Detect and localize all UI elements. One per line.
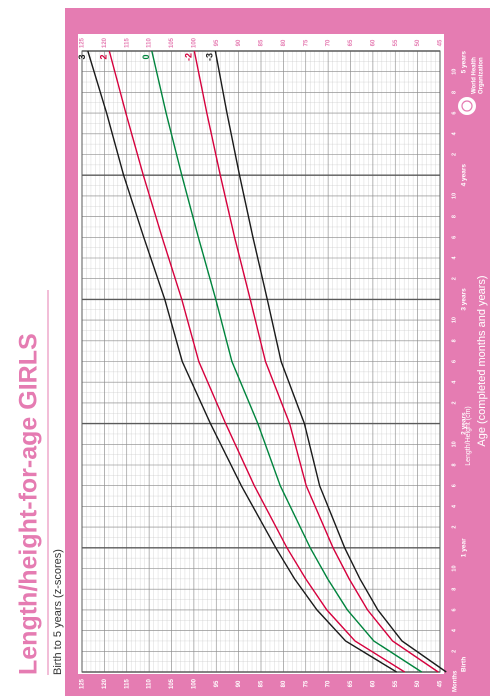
y-tick-label: 70 bbox=[326, 39, 332, 46]
z-score-line bbox=[87, 50, 397, 673]
y-tick-label: 80 bbox=[281, 39, 287, 46]
z-score-line bbox=[108, 50, 406, 673]
y-tick-label: 115 bbox=[124, 679, 130, 689]
z-score-line bbox=[214, 50, 447, 673]
y-tick-label: 75 bbox=[303, 39, 309, 46]
y-tick-label: 55 bbox=[393, 39, 399, 46]
x-tick-label: 6 bbox=[451, 360, 457, 363]
y-tick-label: 95 bbox=[214, 680, 220, 687]
y-tick-label: 50 bbox=[415, 39, 421, 46]
y-tick-label: 65 bbox=[348, 680, 354, 687]
y-tick-label: 105 bbox=[169, 678, 175, 689]
x-tick-label: 6 bbox=[451, 112, 457, 115]
months-label: Months bbox=[453, 670, 459, 692]
y-axis-label: Length/Height (cm) bbox=[465, 406, 472, 466]
series-label: -2 bbox=[184, 53, 194, 61]
x-tick-label: 10 bbox=[451, 317, 457, 323]
y-tick-label: 50 bbox=[415, 680, 421, 687]
y-tick-label: 70 bbox=[326, 680, 332, 687]
y-tick-label: 60 bbox=[370, 39, 376, 46]
x-tick-label: 4 bbox=[451, 504, 457, 508]
logo-emblem bbox=[458, 97, 476, 115]
chart-title: Length/height-for-age GIRLS bbox=[15, 333, 43, 675]
series-label: 2 bbox=[99, 54, 109, 59]
logo-globe bbox=[461, 100, 473, 112]
y-tick-label: 100 bbox=[191, 678, 197, 689]
logo-text: Organization bbox=[479, 57, 485, 94]
y-tick-label: 45 bbox=[438, 39, 444, 46]
x-tick-label: 6 bbox=[451, 484, 457, 487]
y-tick-label: 100 bbox=[191, 37, 197, 48]
z-score-line bbox=[151, 50, 423, 673]
series-label: 3 bbox=[77, 54, 87, 59]
y-tick-label: 85 bbox=[259, 39, 265, 46]
rotated-chart: Length/height-for-age GIRLS Birth to 5 y… bbox=[15, 8, 490, 696]
y-tick-label: 125 bbox=[80, 678, 86, 689]
x-tick-label: 2 bbox=[451, 401, 457, 404]
y-tick-label: 95 bbox=[214, 39, 220, 46]
x-tick-label: 8 bbox=[451, 215, 457, 218]
x-tick-label: 10 bbox=[451, 69, 457, 75]
x-tick-label: 2 bbox=[451, 526, 457, 529]
x-tick-label: 2 bbox=[451, 153, 457, 156]
y-tick-label: 85 bbox=[259, 680, 265, 687]
x-tick-label: 10 bbox=[451, 565, 457, 571]
series-label: 0 bbox=[141, 54, 151, 59]
x-tick-label: 10 bbox=[451, 441, 457, 447]
plot-border bbox=[81, 50, 441, 673]
x-tick-label: 8 bbox=[451, 463, 457, 466]
x-tick-label: 4 bbox=[451, 380, 457, 384]
x-tick-label: 8 bbox=[451, 91, 457, 94]
x-tick-label: 6 bbox=[451, 608, 457, 611]
y-tick-label: 80 bbox=[281, 680, 287, 687]
chart-subtitle: Birth to 5 years (z-scores) bbox=[52, 549, 64, 675]
x-axis-label: Age (completed months and years) bbox=[476, 275, 488, 446]
y-tick-label: 110 bbox=[147, 38, 153, 48]
y-tick-label: 45 bbox=[438, 680, 444, 687]
y-tick-label: 125 bbox=[80, 37, 86, 48]
x-year-label: 3 years bbox=[461, 288, 468, 311]
y-tick-label: 115 bbox=[124, 38, 130, 48]
y-tick-label: 60 bbox=[370, 680, 376, 687]
y-tick-label: 90 bbox=[236, 680, 242, 687]
y-tick-label: 90 bbox=[236, 39, 242, 46]
x-tick-label: 10 bbox=[451, 193, 457, 199]
x-tick-label: 8 bbox=[451, 339, 457, 342]
x-tick-label: 4 bbox=[451, 628, 457, 632]
x-year-label: 1 year bbox=[461, 538, 468, 557]
x-year-label: 5 years bbox=[461, 51, 468, 74]
logo-text: World Health bbox=[472, 57, 478, 94]
x-tick-label: 2 bbox=[451, 650, 457, 653]
y-tick-label: 120 bbox=[102, 678, 108, 689]
x-tick-label: 6 bbox=[451, 236, 457, 239]
x-year-label: Birth bbox=[461, 657, 468, 672]
x-tick-label: 4 bbox=[451, 131, 457, 135]
z-score-line bbox=[193, 50, 439, 673]
x-tick-label: 4 bbox=[451, 256, 457, 260]
x-tick-label: 2 bbox=[451, 277, 457, 280]
x-year-label: 4 years bbox=[461, 164, 468, 187]
who-logo: World Health Organization bbox=[458, 57, 485, 115]
y-tick-label: 120 bbox=[102, 37, 108, 48]
y-tick-label: 75 bbox=[303, 680, 309, 687]
y-tick-label: 65 bbox=[348, 39, 354, 46]
y-tick-label: 105 bbox=[169, 37, 175, 48]
y-tick-label: 55 bbox=[393, 680, 399, 687]
y-tick-label: 110 bbox=[147, 679, 153, 689]
series-label: -3 bbox=[205, 53, 215, 61]
x-year-label: 2 years bbox=[461, 412, 468, 435]
x-tick-label: 8 bbox=[451, 588, 457, 591]
